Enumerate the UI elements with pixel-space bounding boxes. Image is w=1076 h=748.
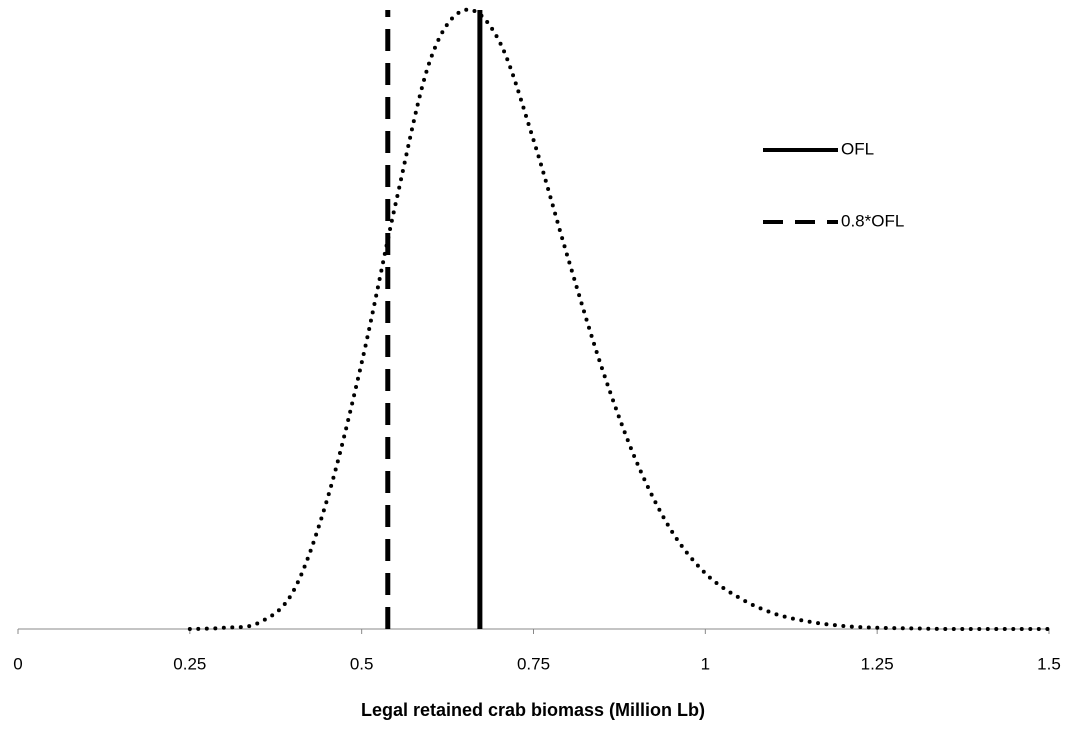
x-tick-label: 0.5 [350, 654, 374, 673]
x-axis-title: Legal retained crab biomass (Million Lb) [361, 700, 705, 720]
density-curve [187, 7, 1051, 632]
x-tick-label: 1.25 [861, 654, 894, 673]
x-tick-label: 0.75 [517, 654, 550, 673]
x-tick-label: 1.5 [1037, 654, 1061, 673]
x-tick-label: 0.25 [173, 654, 206, 673]
legend-label: 0.8*OFL [841, 211, 904, 230]
legend-label: OFL [841, 139, 874, 158]
x-tick-label: 1 [701, 654, 710, 673]
x-tick-label: 0 [13, 654, 22, 673]
